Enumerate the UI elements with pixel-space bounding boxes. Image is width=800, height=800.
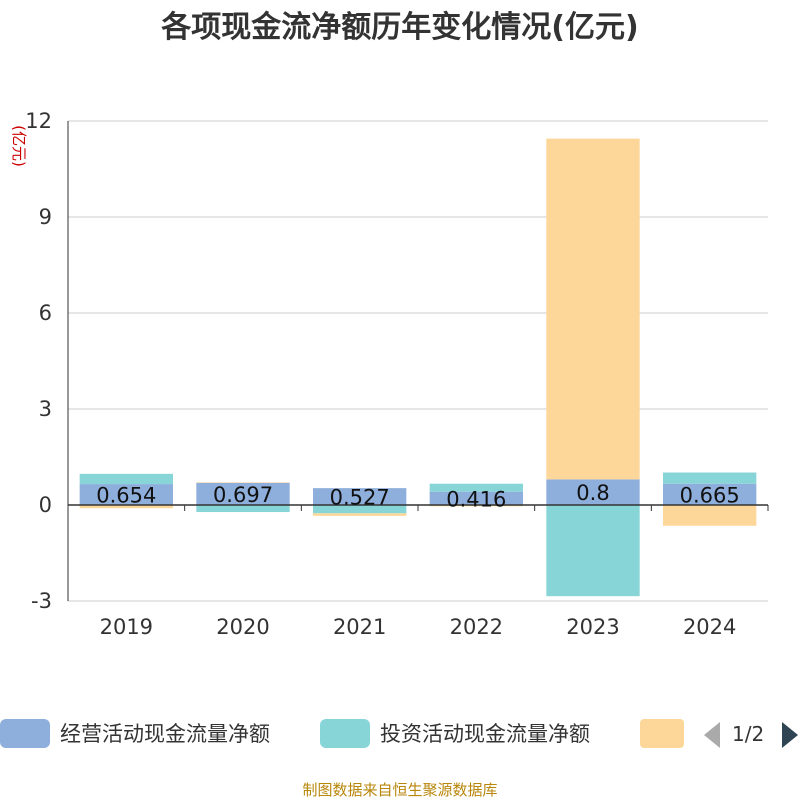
y-tick-label: 0 [39, 493, 52, 517]
bar-2024-series-1[interactable] [663, 472, 757, 484]
legend-swatch-financing[interactable] [640, 719, 684, 748]
axes: -3 0 3 6 9 12 2019 2020 2021 2022 2023 2024 [25, 109, 769, 639]
bar-2019-series-1[interactable] [79, 473, 173, 485]
grid-lines [68, 120, 768, 602]
bar-2022-series-0[interactable] [429, 491, 523, 505]
bars [79, 138, 757, 597]
chart-title: 各项现金流净额历年变化情况(亿元) [160, 10, 638, 45]
x-tick-label: 2023 [566, 615, 619, 639]
x-tick-label: 2019 [100, 615, 153, 639]
source-note: 制图数据来自恒生聚源数据库 [302, 781, 497, 799]
bar-2024-series-0[interactable] [663, 483, 757, 505]
data-label: 0.416 [446, 487, 506, 511]
legend-next-page-icon[interactable] [782, 722, 798, 748]
data-label: 0.654 [96, 484, 156, 508]
bar-2021-series-2[interactable] [313, 513, 407, 516]
legend-label-investing[interactable]: 投资活动现金流量净额 [380, 722, 590, 746]
y-axis-unit: (亿元) [10, 125, 28, 167]
data-label: 0.665 [680, 483, 740, 507]
bar-2019-series-0[interactable] [79, 484, 173, 505]
data-label: 0.697 [213, 483, 273, 507]
legend-swatch-operating[interactable] [0, 719, 50, 748]
y-tick-label: -3 [31, 589, 52, 613]
data-label: 0.8 [576, 481, 609, 505]
bar-2021-series-0[interactable] [313, 488, 407, 505]
data-label: 0.527 [330, 486, 390, 510]
bar-2023-series-0[interactable] [546, 479, 640, 505]
bar-2023-series-1[interactable] [546, 505, 640, 597]
bar-2024-series-2[interactable] [663, 505, 757, 526]
legend-prev-page-icon[interactable] [704, 722, 720, 748]
bar-2019-series-2[interactable] [79, 505, 173, 509]
legend-label-operating[interactable]: 经营活动现金流量净额 [60, 722, 270, 746]
y-tick-label: 12 [25, 109, 52, 133]
x-tick-label: 2024 [683, 615, 736, 639]
bar-2022-series-1[interactable] [429, 483, 523, 492]
x-tick-label: 2022 [450, 615, 503, 639]
bar-2021-series-1[interactable] [313, 505, 407, 514]
legend-page-indicator: 1/2 [732, 722, 764, 746]
x-tick-label: 2021 [333, 615, 386, 639]
bar-2023-series-2[interactable] [546, 138, 640, 480]
bar-2020-series-1[interactable] [196, 505, 290, 513]
bar-2020-series-0[interactable] [196, 482, 290, 505]
data-labels: 0.654 0.697 0.527 0.416 0.8 0.665 [96, 481, 739, 511]
y-tick-label: 3 [39, 397, 52, 421]
legend-swatch-investing[interactable] [320, 719, 370, 748]
bar-2020-series-2[interactable] [196, 482, 290, 483]
y-tick-label: 6 [39, 301, 52, 325]
legend: 经营活动现金流量净额 投资活动现金流量净额 1/2 [0, 719, 798, 748]
x-tick-label: 2020 [216, 615, 269, 639]
y-tick-label: 9 [39, 205, 52, 229]
